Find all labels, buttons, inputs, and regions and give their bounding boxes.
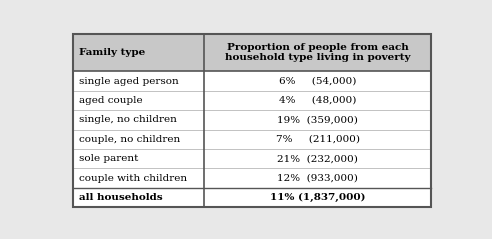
Text: aged couple: aged couple [79, 96, 142, 105]
Text: sole parent: sole parent [79, 154, 138, 163]
Text: 21%  (232,000): 21% (232,000) [277, 154, 358, 163]
Text: Family type: Family type [79, 48, 145, 57]
Text: 6%     (54,000): 6% (54,000) [279, 76, 356, 86]
Text: single, no children: single, no children [79, 115, 177, 124]
Text: Proportion of people from each
household type living in poverty: Proportion of people from each household… [225, 43, 410, 62]
Text: single aged person: single aged person [79, 76, 179, 86]
Text: couple, no children: couple, no children [79, 135, 180, 144]
Text: couple with children: couple with children [79, 174, 187, 183]
Text: all households: all households [79, 193, 162, 202]
Text: 12%  (933,000): 12% (933,000) [277, 174, 358, 183]
Text: 19%  (359,000): 19% (359,000) [277, 115, 358, 124]
Text: 7%     (211,000): 7% (211,000) [276, 135, 360, 144]
Text: 11% (1,837,000): 11% (1,837,000) [270, 193, 366, 202]
Bar [73, 34, 431, 71]
Text: 4%     (48,000): 4% (48,000) [279, 96, 356, 105]
